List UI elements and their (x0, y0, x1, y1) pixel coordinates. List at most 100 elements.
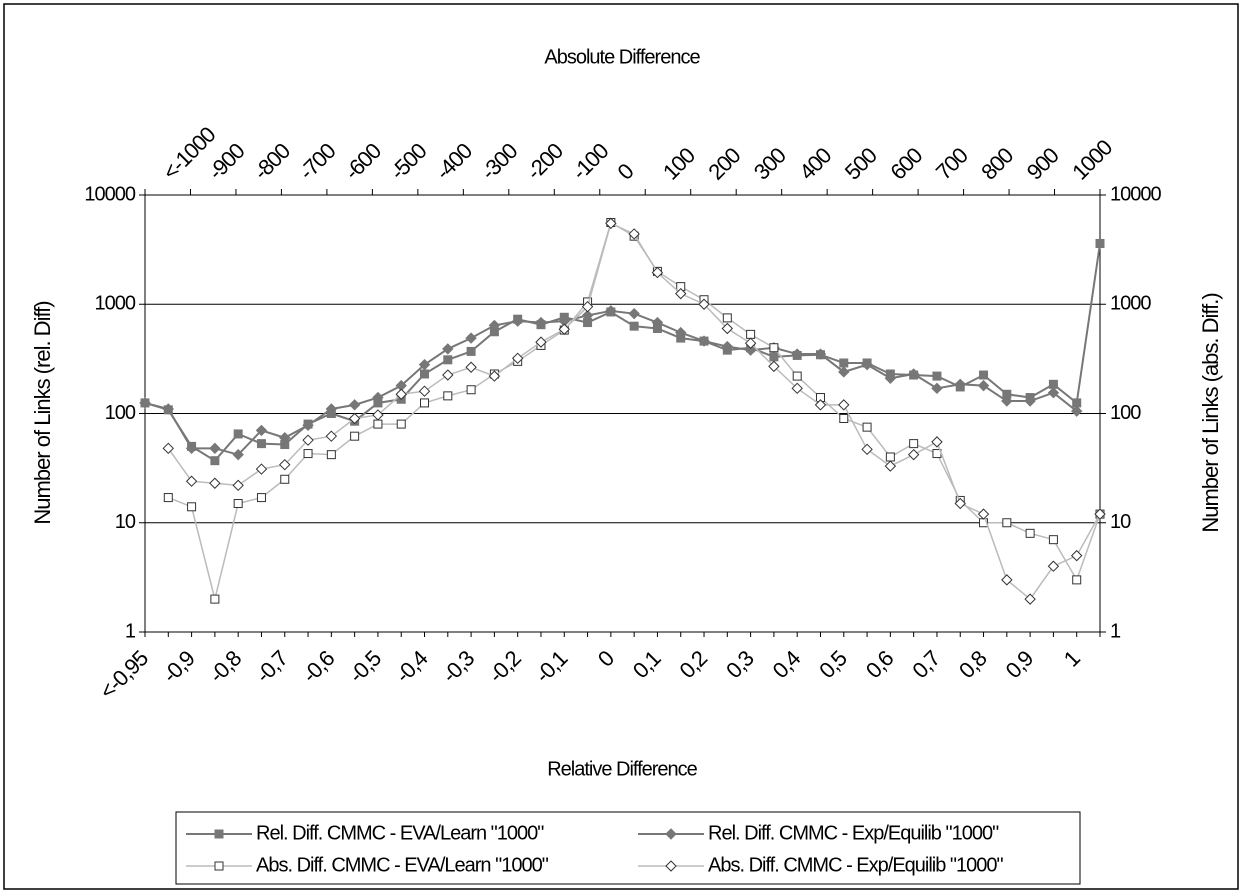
marker (675, 326, 687, 339)
y2-tick-label: 10 (1110, 511, 1131, 533)
y-tick-label: 10 (115, 511, 136, 533)
marker (884, 372, 897, 385)
marker (511, 315, 524, 327)
y-tick-label: 100 (105, 402, 136, 424)
marker (185, 475, 198, 487)
marker (558, 323, 570, 335)
marker (535, 336, 547, 348)
marker (372, 409, 384, 421)
marker (954, 378, 966, 391)
marker (698, 335, 710, 347)
marker (280, 474, 290, 484)
marker (605, 305, 617, 317)
marker (954, 497, 966, 510)
marker (605, 217, 617, 230)
marker (209, 477, 221, 489)
marker (279, 458, 291, 471)
marker (418, 385, 431, 397)
legend-label: Abs. Diff. CMMC - EVA/Learn "1000" (256, 854, 549, 876)
x-axis-label: Relative Difference (547, 758, 697, 780)
marker (210, 456, 220, 466)
marker (769, 352, 779, 362)
marker (302, 419, 314, 431)
marker (232, 448, 244, 461)
marker (721, 340, 734, 353)
marker (233, 499, 243, 509)
marker (1094, 508, 1106, 520)
marker (628, 228, 640, 240)
marker (581, 300, 594, 313)
marker (420, 369, 430, 379)
marker (884, 460, 897, 472)
marker (931, 436, 943, 448)
marker (907, 448, 920, 461)
y2-tick-label: 1 (1110, 620, 1121, 642)
marker (209, 442, 221, 455)
marker (885, 452, 895, 462)
marker (350, 431, 360, 441)
y2-axis-label: Number of Links (abs. Diff.) (1198, 293, 1223, 532)
marker (651, 266, 664, 279)
legend-label: Abs. Diff. CMMC - Exp/Equilib "1000" (708, 854, 1004, 876)
marker (977, 379, 990, 392)
marker (581, 309, 594, 322)
marker (1002, 518, 1012, 528)
marker (839, 358, 849, 368)
marker (163, 493, 173, 503)
marker (326, 450, 336, 460)
marker (488, 370, 501, 382)
marker (909, 439, 919, 449)
marker (303, 449, 313, 459)
marker (628, 307, 640, 320)
marker (214, 829, 224, 839)
marker (511, 352, 524, 365)
marker (443, 391, 453, 401)
marker (629, 321, 639, 331)
legend-label: Rel. Diff. CMMC - EVA/Learn "1000" (256, 822, 544, 844)
marker (395, 388, 407, 400)
marker (466, 385, 476, 395)
plot-frame (144, 194, 1101, 633)
marker (256, 493, 266, 503)
marker (698, 298, 710, 310)
marker (187, 502, 197, 512)
marker (675, 287, 687, 300)
y-tick-label: 10000 (84, 183, 135, 205)
legend-box (175, 811, 1081, 885)
marker (442, 343, 454, 355)
marker (1095, 238, 1105, 248)
marker (1071, 405, 1083, 417)
marker (488, 319, 501, 332)
y-tick-label: 1000 (95, 293, 136, 315)
marker (744, 344, 757, 356)
marker (255, 424, 268, 437)
marker (442, 369, 454, 381)
marker (372, 391, 384, 404)
marker (979, 370, 989, 380)
marker (1001, 395, 1013, 407)
marker (838, 366, 850, 378)
marker (769, 343, 779, 353)
marker (838, 399, 850, 411)
marker (977, 508, 990, 520)
marker (348, 412, 361, 425)
marker (665, 860, 677, 872)
marker (325, 430, 338, 442)
y2-tick-label: 100 (1110, 402, 1141, 424)
marker (256, 439, 266, 449)
marker (768, 360, 780, 373)
marker (139, 397, 151, 409)
marker (931, 382, 943, 395)
marker (791, 348, 803, 360)
y2-tick-label: 10000 (1110, 183, 1161, 205)
marker (465, 332, 477, 344)
marker (721, 322, 734, 335)
legend-label: Rel. Diff. CMMC - Exp/Equilib "1000" (708, 822, 999, 844)
marker (722, 313, 732, 323)
marker (214, 861, 224, 871)
marker (1071, 549, 1083, 562)
marker (814, 399, 827, 411)
marker (162, 442, 175, 455)
marker (420, 398, 430, 408)
